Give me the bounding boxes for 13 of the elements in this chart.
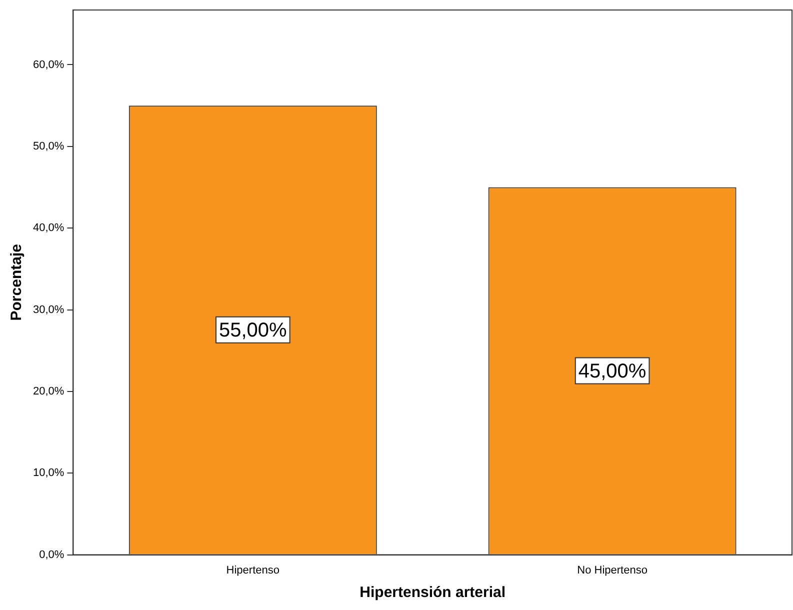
y-tick-label: 60,0% <box>32 58 64 71</box>
data-label: 45,00% <box>578 360 646 382</box>
y-tick-label: 10,0% <box>32 467 64 480</box>
x-axis-title: Hipertensión arterial <box>360 584 506 602</box>
y-tick-label: 0,0% <box>39 548 64 561</box>
data-label: 55,00% <box>218 319 288 342</box>
x-tick-label: Hipertenso <box>226 564 280 576</box>
y-tick-label: 30,0% <box>32 304 64 316</box>
y-tick-label: 20,0% <box>32 385 64 398</box>
x-tick-label: No Hipertenso <box>577 564 648 576</box>
y-tick-label: 50,0% <box>32 140 64 152</box>
y-axis-title: Porcentaje <box>8 244 26 321</box>
y-tick-label: 40,0% <box>32 222 64 234</box>
